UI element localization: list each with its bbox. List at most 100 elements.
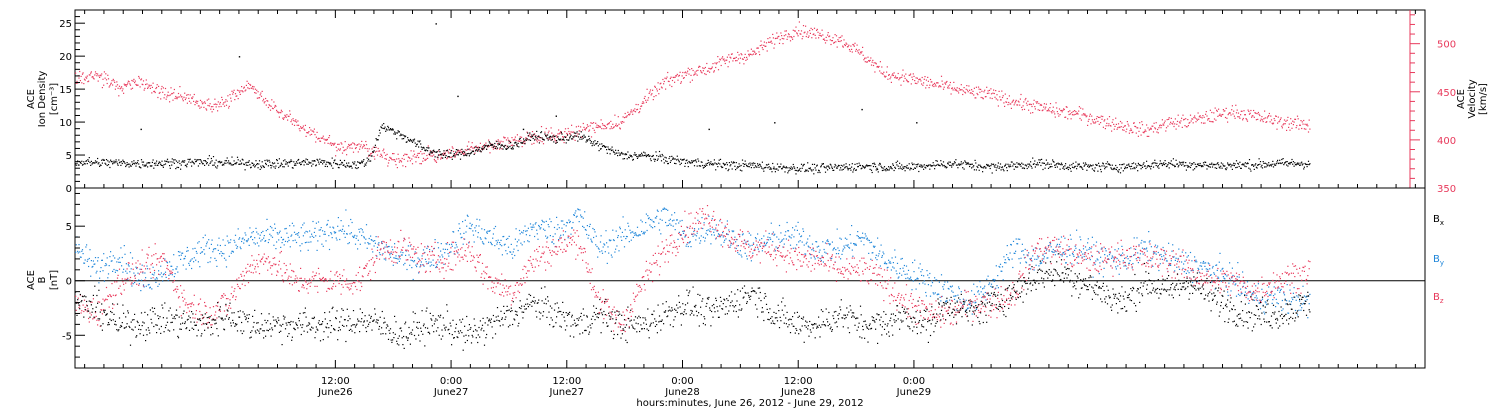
ion-density-point [521,142,523,144]
ion-density-point [566,139,568,141]
velocity-point [820,34,822,37]
by-point [179,251,181,253]
velocity-point [743,56,746,59]
by-point [261,239,263,241]
velocity-point [1012,100,1014,102]
velocity-point [1067,111,1069,113]
velocity-point [225,104,228,106]
ion-density-point [1141,165,1143,167]
ion-density-point [1130,165,1133,167]
by-point [250,236,252,238]
velocity-point [255,92,257,94]
by-point [682,230,684,232]
by-point [245,234,247,236]
by-point [378,242,380,244]
ion-density-point [427,150,429,152]
ion-density-point [1036,164,1038,166]
velocity-point [1221,114,1223,116]
by-point [82,253,84,255]
by-point [595,244,597,246]
ion-density-point [1108,164,1111,166]
ion-density-point [310,162,312,164]
velocity-point [1003,102,1005,104]
ion-density-point [774,171,776,173]
by-point [337,217,339,219]
velocity-point [1034,108,1036,110]
ion-density-point [95,161,97,164]
velocity-point [602,124,604,126]
by-point [146,265,148,267]
ion-density-point [1168,162,1170,164]
velocity-point [571,131,573,133]
velocity-point [1007,104,1009,106]
velocity-point [311,133,313,135]
by-point [743,242,745,245]
velocity-point [1106,118,1109,120]
ion-density-point [201,161,203,163]
by-point [808,246,810,248]
velocity-point [1052,106,1054,108]
by-point [471,223,473,226]
ion-density-point [617,149,619,152]
velocity-point [988,92,990,94]
velocity-point [215,106,217,108]
velocity-point [516,134,518,136]
by-point [442,256,444,258]
velocity-point [550,127,552,129]
velocity-point [341,143,343,145]
velocity-point [1010,107,1012,109]
velocity-point [989,97,991,99]
ion-density-point [1211,166,1214,168]
by-point [91,266,93,268]
ion-density-point [191,160,193,162]
by-point [735,241,737,243]
velocity-point [879,70,881,72]
velocity-point [931,81,933,83]
ion-density-point [1110,167,1112,169]
velocity-point [1288,123,1290,125]
by-point [156,277,158,279]
velocity-point [383,152,385,154]
velocity-point [1279,120,1281,122]
velocity-point [228,107,230,109]
velocity-point [350,144,352,146]
velocity-point [874,71,876,73]
by-point [418,272,420,274]
velocity-point [221,99,223,101]
velocity-point [971,93,973,95]
ion-density-point [180,168,182,170]
velocity-point [365,144,368,146]
ion-density-point [379,132,381,134]
ion-density-point [496,147,499,149]
ion-density-point [1020,165,1022,167]
by-point [734,236,736,238]
ion-density-point [153,162,156,164]
velocity-point [151,92,153,94]
by-point [131,285,133,287]
velocity-point [1161,119,1163,121]
by-point [302,235,304,237]
ion-density-point [963,168,965,170]
ion-density-point [241,158,243,160]
ion-density-point [846,167,849,169]
velocity-point [1046,110,1048,112]
ion-density-point [1156,162,1158,164]
velocity-point [1237,116,1239,118]
velocity-point [248,88,250,90]
ion-density-point [862,166,864,168]
ion-density-point [957,167,959,169]
ion-density-point [171,164,173,166]
velocity-point [1176,120,1179,122]
ion-density-point [489,142,491,144]
by-point [868,239,870,242]
velocity-point [106,82,108,85]
velocity-point [881,73,883,75]
by-point [401,254,403,256]
ion-density-point [728,168,730,170]
by-point [158,283,160,285]
ion-density-point [876,167,878,169]
ion-density-point [436,151,438,153]
velocity-point [485,142,487,144]
by-point [973,293,975,295]
ion-density-point [671,155,673,157]
